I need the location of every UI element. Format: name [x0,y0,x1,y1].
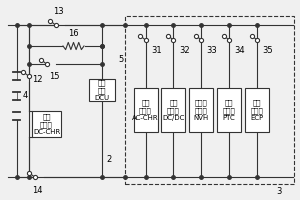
Text: 14: 14 [32,186,43,195]
Bar [89,79,115,101]
Text: 3: 3 [276,188,281,196]
Text: 34: 34 [235,46,245,55]
Bar [245,88,269,132]
Text: 电机
装置
DCU: 电机 装置 DCU [94,79,110,101]
Text: 快速
充电机
DC-CHR: 快速 充电机 DC-CHR [33,113,60,135]
Text: 32: 32 [179,46,189,55]
Bar [124,16,294,184]
Text: 31: 31 [151,46,161,55]
Bar [32,111,61,137]
Text: 35: 35 [262,46,273,55]
Text: 15: 15 [50,72,60,81]
Text: 4: 4 [23,92,28,100]
Text: 16: 16 [68,29,79,38]
Bar [189,88,213,132]
Bar [134,88,158,132]
Text: 空调
压缩机
ECP: 空调 压缩机 ECP [250,99,264,121]
Text: 33: 33 [207,46,218,55]
Text: 13: 13 [53,7,64,16]
Text: 直流
逆变器
DC/DC: 直流 逆变器 DC/DC [162,99,184,121]
Text: 车载
充电机
AC-CHR: 车载 充电机 AC-CHR [132,99,159,121]
Bar [217,88,241,132]
Bar [161,88,185,132]
Text: 2: 2 [106,156,112,164]
Text: 12: 12 [32,74,43,84]
Text: 冷却液
加热器
NVH: 冷却液 加热器 NVH [194,99,209,121]
Text: 空调
加热器
PTC: 空调 加热器 PTC [223,99,236,121]
Text: 5: 5 [118,55,124,64]
